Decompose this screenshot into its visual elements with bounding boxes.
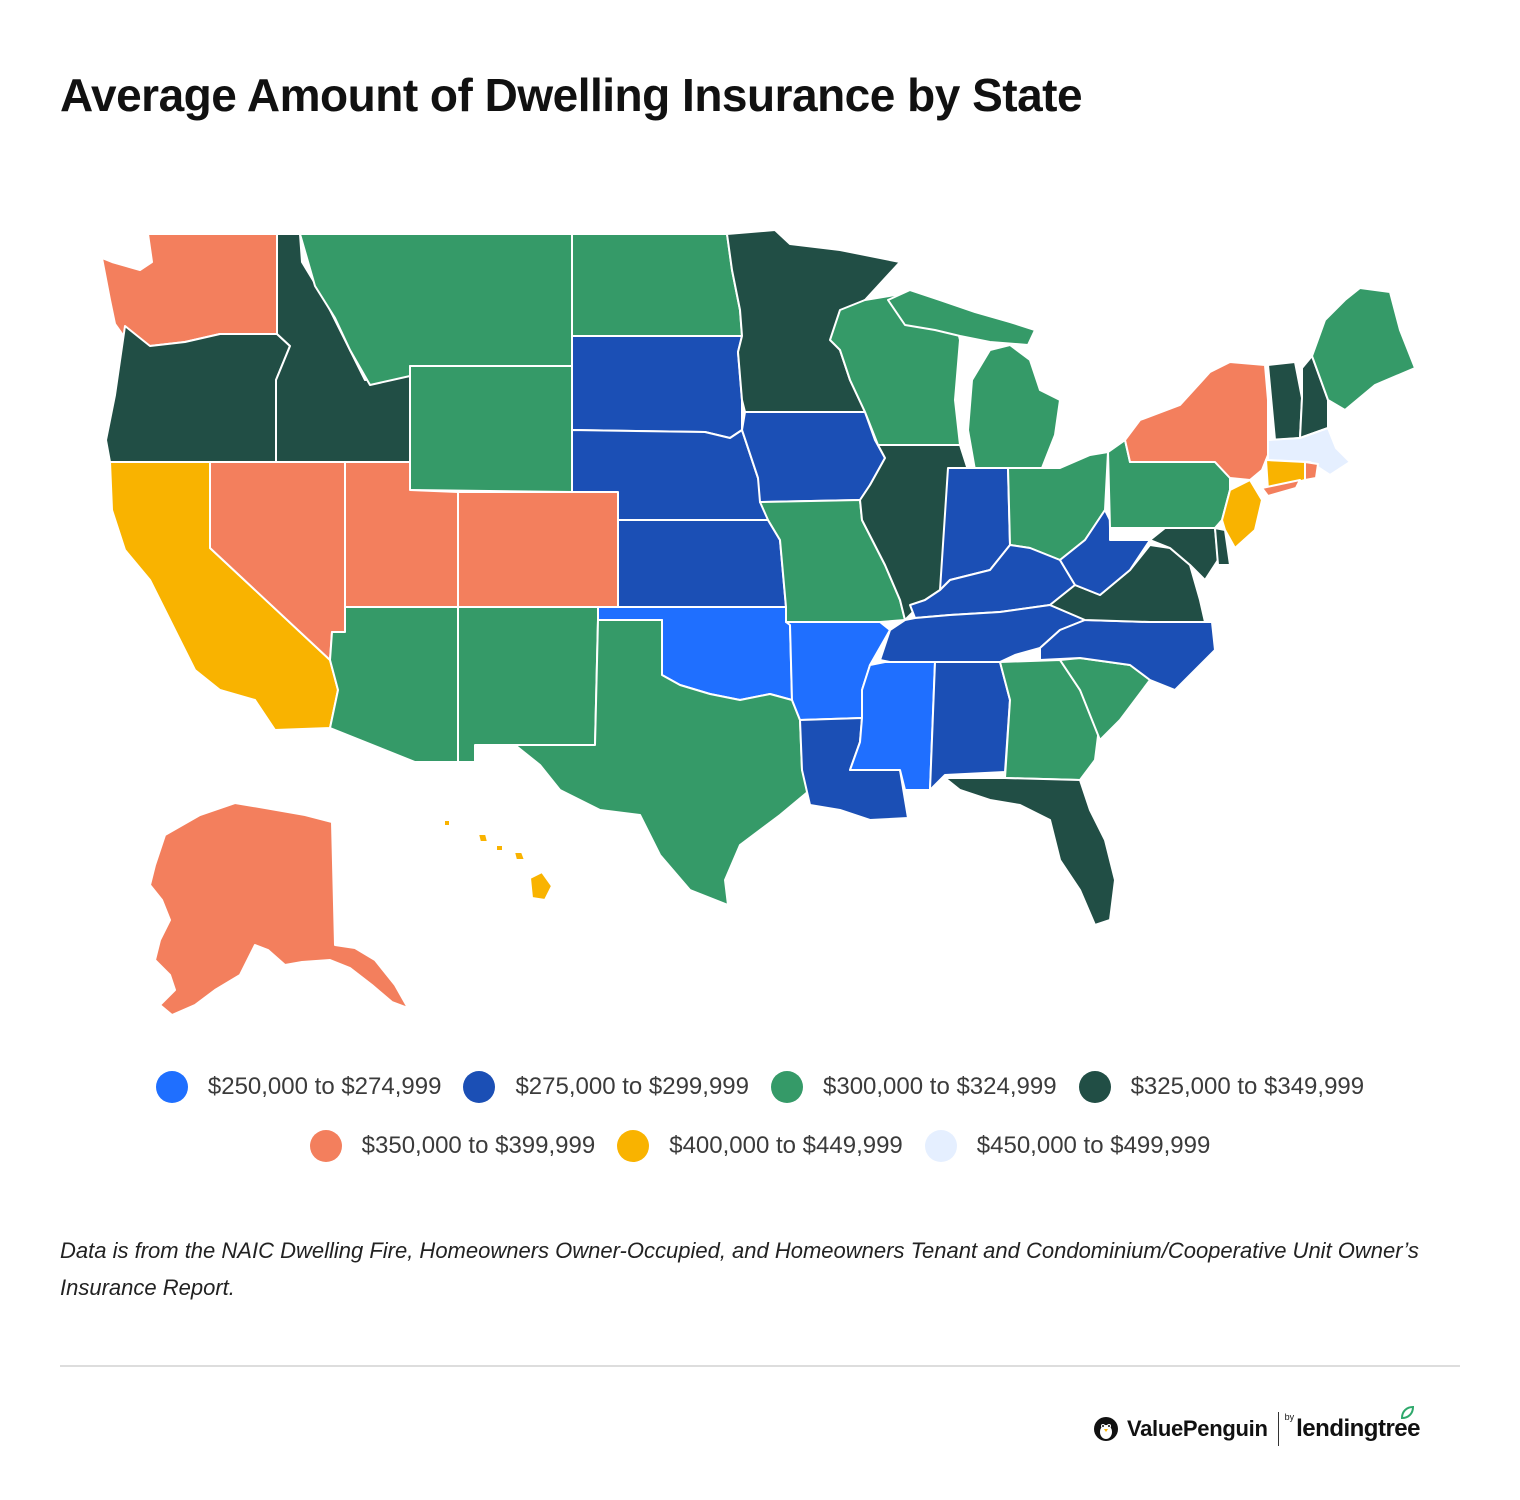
state-NY[interactable]: [1124, 361, 1269, 481]
state-MS[interactable]: [849, 661, 936, 791]
state-HI[interactable]: [443, 819, 553, 901]
legend-swatch: [155, 1071, 188, 1103]
state-FL[interactable]: [944, 777, 1116, 926]
legend-label: $275,000 to $299,999: [515, 1073, 749, 1100]
penguin-icon: [1093, 1417, 1118, 1441]
state-SD[interactable]: [571, 335, 743, 439]
legend-row-1: $250,000 to $274,999 $275,000 to $299,99…: [0, 1071, 1520, 1103]
state-NJ[interactable]: [1221, 479, 1263, 549]
state-OR[interactable]: [105, 325, 291, 463]
legend-swatch: [1078, 1071, 1111, 1103]
page-title: Average Amount of Dwelling Insurance by …: [60, 69, 1083, 121]
source-footnote: Data is from the NAIC Dwelling Fire, Hom…: [60, 1238, 1419, 1300]
state-MI-UP[interactable]: [887, 289, 1036, 346]
state-RI[interactable]: [1304, 461, 1319, 481]
legend-item: $275,000 to $299,999: [463, 1071, 749, 1103]
state-ME[interactable]: [1311, 287, 1416, 411]
brand-partner: lendingtree: [1296, 1415, 1420, 1442]
divider: [60, 1365, 1460, 1367]
legend-item: $350,000 to $399,999: [309, 1130, 596, 1162]
state-AZ[interactable]: [329, 606, 459, 763]
legend-row-2: $350,000 to $399,999 $400,000 to $449,99…: [0, 1130, 1520, 1162]
legend-label: $300,000 to $324,999: [823, 1073, 1057, 1100]
state-VT[interactable]: [1267, 361, 1303, 441]
legend-item: $300,000 to $324,999: [771, 1071, 1057, 1103]
brand-separator: [1277, 1412, 1279, 1446]
state-KS[interactable]: [617, 519, 787, 608]
us-state-map: [101, 229, 1416, 1016]
leaf-icon: [1400, 1406, 1414, 1420]
legend-swatch: [463, 1071, 496, 1103]
legend-item: $250,000 to $274,999: [155, 1071, 442, 1103]
legend-label: $250,000 to $274,999: [207, 1073, 442, 1100]
state-NY-LI[interactable]: [1261, 479, 1301, 497]
legend-label: $350,000 to $399,999: [361, 1132, 596, 1159]
state-AL[interactable]: [929, 661, 1011, 791]
legend-item: $450,000 to $499,999: [924, 1130, 1211, 1162]
state-DE[interactable]: [1214, 527, 1231, 566]
legend-label: $325,000 to $349,999: [1130, 1073, 1365, 1100]
state-AK[interactable]: [149, 802, 409, 1016]
brand-name: ValuePenguin: [1126, 1416, 1268, 1441]
state-TX[interactable]: [514, 619, 811, 906]
legend-label: $450,000 to $499,999: [976, 1132, 1211, 1159]
brand-by: by: [1284, 1412, 1295, 1422]
legend-swatch: [771, 1071, 803, 1103]
legend-item: $400,000 to $449,999: [617, 1130, 903, 1162]
legend-item: $325,000 to $349,999: [1078, 1071, 1365, 1103]
legend-label: $400,000 to $449,999: [669, 1132, 903, 1159]
legend-swatch: [309, 1130, 342, 1162]
legend-swatch: [617, 1130, 650, 1162]
state-ND[interactable]: [571, 233, 743, 337]
state-MI[interactable]: [967, 344, 1061, 471]
state-CO[interactable]: [457, 491, 619, 608]
state-NM[interactable]: [457, 606, 599, 763]
state-IA[interactable]: [741, 411, 886, 503]
brand-logo: ValuePenguin by lendingtree: [1093, 1406, 1434, 1446]
state-WV[interactable]: [1059, 509, 1151, 596]
state-WY[interactable]: [409, 365, 573, 493]
legend-swatch: [924, 1130, 957, 1162]
